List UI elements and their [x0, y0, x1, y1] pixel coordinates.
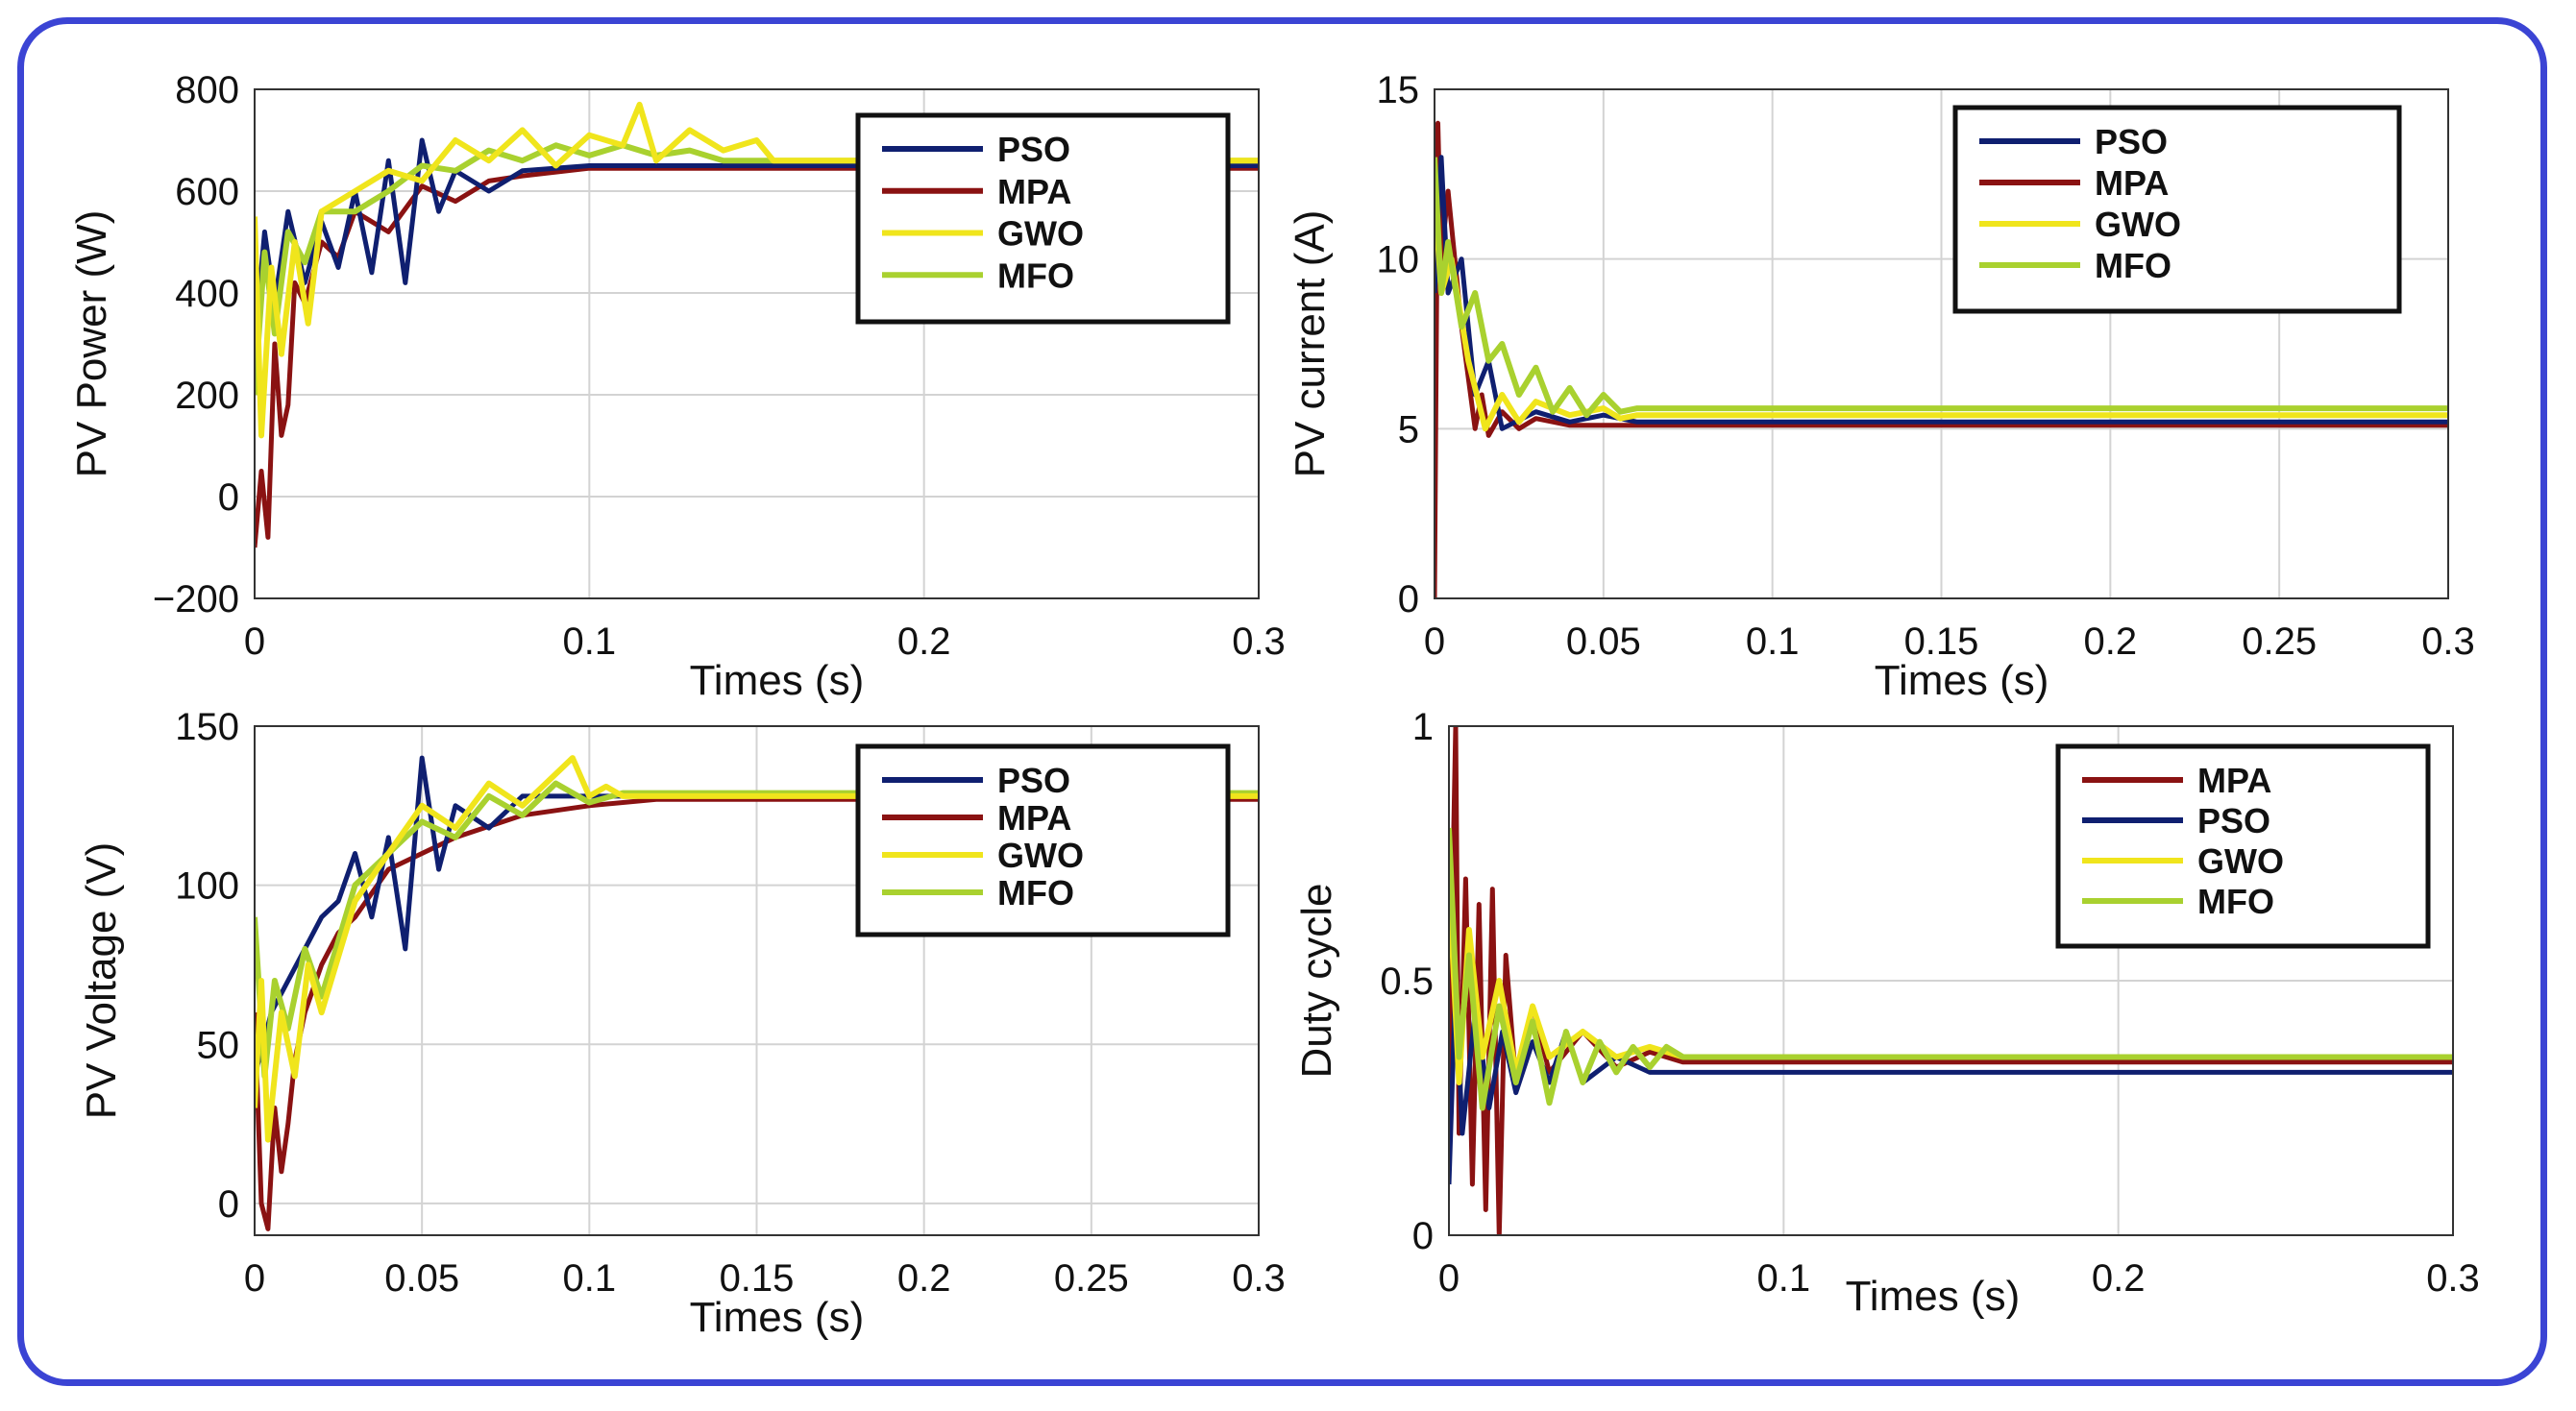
y-tick-label: 400	[175, 273, 239, 315]
x-tick-label: 0.3	[1232, 620, 1286, 663]
y-tick-label: 0.5	[1380, 961, 1434, 1003]
x-tick-label: 0.2	[2084, 620, 2138, 663]
legend-label-pso: PSO	[997, 130, 1070, 169]
series-line-gwo	[255, 755, 1259, 1143]
legend-box	[2055, 743, 2431, 949]
series-line-mpa	[1435, 120, 2448, 598]
legend-label-mpa: MPA	[2095, 163, 2169, 203]
legend-label-pso: PSO	[997, 761, 1070, 800]
y-axis-label: Duty cycle	[1293, 884, 1340, 1079]
legend-label-gwo: GWO	[2197, 841, 2284, 881]
axes-box-duty	[1448, 725, 2454, 1236]
x-tick-label: 0.15	[1904, 620, 1979, 663]
chart-voltage: 0 0.05 0.1 0.15 0.2 0.25 0.3 0 50 100 150 Times (s)…	[78, 706, 1286, 1341]
series-line-pso	[255, 755, 1259, 1078]
x-tick-label: 0.05	[1566, 620, 1641, 663]
x-axis-label: Times (s)	[1875, 657, 2049, 704]
y-tick-label: 5	[1398, 408, 1419, 450]
y-tick-label: 0	[218, 1183, 239, 1226]
x-tick-label: 0.3	[2426, 1257, 2480, 1300]
y-tick-label: 10	[1377, 239, 1420, 281]
x-tick-label: 0.3	[1232, 1257, 1286, 1300]
x-tick-label: 0.1	[563, 620, 617, 663]
x-tick-label: 0.3	[2421, 620, 2475, 663]
y-tick-label: 1	[1412, 706, 1434, 748]
series-line-mfo	[1435, 157, 2448, 419]
x-tick-label: 0.2	[897, 1257, 951, 1300]
series-line-mfo	[255, 142, 1259, 396]
y-axis-label: PV current (A)	[1287, 210, 1334, 478]
y-tick-label: 200	[175, 375, 239, 417]
legend-label-pso: PSO	[2095, 122, 2168, 161]
chart-current: 0 0.05 0.1 0.15 0.2 0.25 0.3 0 5 10 15 Times (s) PV …	[1287, 69, 2475, 704]
x-tick-label: 0.25	[1054, 1257, 1129, 1300]
y-tick-label: 100	[175, 865, 239, 908]
x-tick-label: 0	[1438, 1257, 1460, 1300]
y-axis-label: PV Voltage (V)	[78, 842, 125, 1120]
legend-label-mpa: MPA	[997, 798, 1071, 838]
legend-label-pso: PSO	[2197, 801, 2270, 840]
x-tick-label: 0.1	[1757, 1257, 1811, 1300]
y-tick-label: 0	[1412, 1215, 1434, 1257]
legend-label-mfo: MFO	[2197, 882, 2274, 921]
axes-box-current	[1434, 88, 2449, 599]
axes-box-power	[254, 88, 1260, 599]
x-tick-label: 0.15	[720, 1257, 795, 1300]
series-group-voltage	[255, 755, 1259, 1231]
legend-label-mpa: MPA	[997, 172, 1071, 211]
legend-label-gwo: GWO	[997, 836, 1084, 875]
series-line-mfo	[1449, 827, 2453, 1111]
chart-duty: 0 0.1 0.2 0.3 0 0.5 1 Times (s) Duty cycle MPAPSO…	[1293, 706, 2480, 1320]
legend-label-gwo: GWO	[2095, 205, 2181, 244]
x-axis-label: Times (s)	[690, 1294, 865, 1341]
y-tick-label: 600	[175, 171, 239, 213]
x-tick-label: 0.1	[1746, 620, 1800, 663]
y-tick-label: 15	[1377, 69, 1420, 111]
y-axis-label: PV Power (W)	[68, 210, 115, 478]
series-line-mfo	[255, 780, 1259, 1080]
legend-label-mfo: MFO	[997, 255, 1074, 295]
series-line-mpa	[255, 796, 1259, 1231]
legend-label-mfo: MFO	[997, 873, 1074, 912]
x-axis-label: Times (s)	[1846, 1273, 2021, 1320]
series-line-gwo	[255, 101, 1259, 439]
y-tick-label: −200	[153, 578, 239, 620]
series-group-current	[1435, 120, 2448, 598]
x-tick-label: 0.25	[2242, 620, 2317, 663]
x-tick-label: 0.05	[384, 1257, 459, 1300]
legend-label-gwo: GWO	[997, 214, 1084, 254]
series-group-duty	[1449, 726, 2453, 1235]
y-tick-label: 0	[218, 476, 239, 519]
y-tick-label: 0	[1398, 578, 1419, 620]
legend-label-mfo: MFO	[2095, 246, 2171, 285]
x-tick-label: 0.2	[2092, 1257, 2146, 1300]
x-tick-label: 0	[244, 1257, 265, 1300]
axes-box-voltage	[254, 725, 1260, 1236]
y-tick-label: 150	[175, 706, 239, 748]
x-tick-label: 0	[1424, 620, 1445, 663]
series-line-pso	[1449, 978, 2453, 1185]
y-tick-label: 50	[197, 1024, 240, 1066]
y-tick-label: 800	[175, 69, 239, 111]
x-tick-label: 0.1	[563, 1257, 617, 1300]
x-tick-label: 0.2	[897, 620, 951, 663]
series-line-gwo	[1449, 878, 2453, 1085]
x-axis-label: Times (s)	[690, 657, 865, 704]
series-line-pso	[255, 137, 1259, 345]
x-tick-label: 0	[244, 620, 265, 663]
legend-label-mpa: MPA	[2197, 761, 2271, 800]
series-group-power	[255, 101, 1259, 548]
